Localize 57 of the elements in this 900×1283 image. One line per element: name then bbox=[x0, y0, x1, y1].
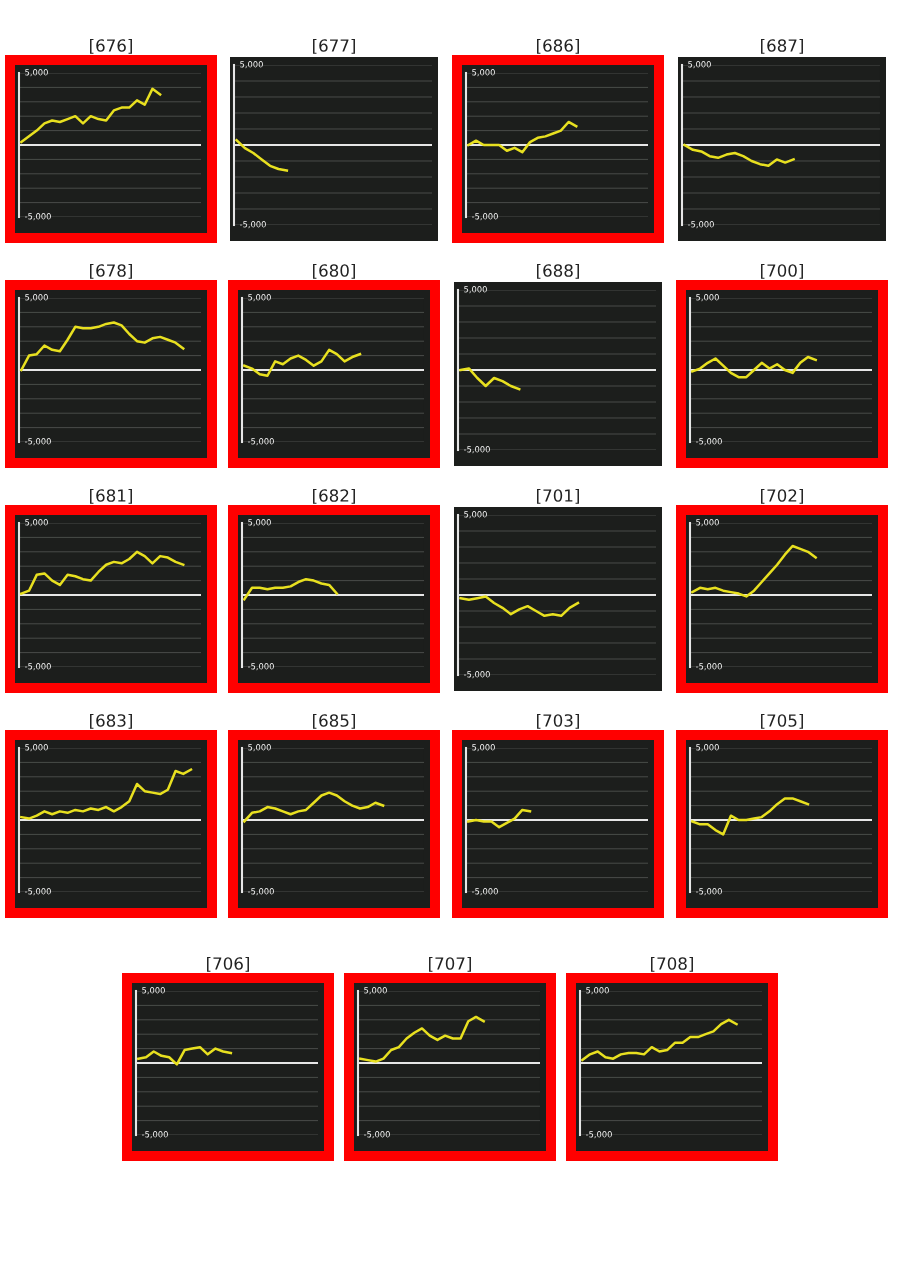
y-tick-label: -5,000 bbox=[471, 888, 498, 896]
y-tick-label: -5,000 bbox=[585, 1131, 612, 1139]
y-tick-label: -5,000 bbox=[141, 1131, 168, 1139]
chart-title: [676] bbox=[90, 38, 132, 54]
chart-title: [703] bbox=[537, 713, 579, 729]
chart-title: [701] bbox=[537, 488, 579, 504]
chart-title: [681] bbox=[90, 488, 132, 504]
y-tick-label: 5,000 bbox=[240, 61, 263, 69]
chart-title: [688] bbox=[537, 263, 579, 279]
y-tick-label: -5,000 bbox=[24, 663, 51, 671]
y-tick-label: 5,000 bbox=[696, 519, 719, 527]
y-tick-label: 5,000 bbox=[25, 744, 48, 752]
y-tick-label: 5,000 bbox=[25, 519, 48, 527]
y-tick-label: 5,000 bbox=[25, 69, 48, 77]
chart-title: [685] bbox=[313, 713, 355, 729]
chart-title: [678] bbox=[90, 263, 132, 279]
y-tick-label: 5,000 bbox=[696, 744, 719, 752]
y-tick-label: 5,000 bbox=[696, 294, 719, 302]
y-tick-label: 5,000 bbox=[142, 987, 165, 995]
y-tick-label: -5,000 bbox=[471, 213, 498, 221]
y-tick-label: 5,000 bbox=[688, 61, 711, 69]
y-tick-label: -5,000 bbox=[239, 221, 266, 229]
y-tick-label: -5,000 bbox=[463, 446, 490, 454]
y-tick-label: -5,000 bbox=[463, 671, 490, 679]
chart-title: [705] bbox=[761, 713, 803, 729]
y-tick-label: -5,000 bbox=[247, 438, 274, 446]
chart-title: [706] bbox=[207, 956, 249, 972]
chart-title: [687] bbox=[761, 38, 803, 54]
y-tick-label: -5,000 bbox=[24, 888, 51, 896]
y-tick-label: 5,000 bbox=[464, 511, 487, 519]
y-tick-label: -5,000 bbox=[695, 438, 722, 446]
y-tick-label: 5,000 bbox=[364, 987, 387, 995]
y-tick-label: 5,000 bbox=[248, 744, 271, 752]
y-tick-label: 5,000 bbox=[586, 987, 609, 995]
y-tick-label: -5,000 bbox=[695, 888, 722, 896]
chart-title: [708] bbox=[651, 956, 693, 972]
chart-title: [707] bbox=[429, 956, 471, 972]
y-tick-label: -5,000 bbox=[24, 438, 51, 446]
y-tick-label: -5,000 bbox=[247, 888, 274, 896]
y-tick-label: 5,000 bbox=[472, 69, 495, 77]
y-tick-label: -5,000 bbox=[247, 663, 274, 671]
y-tick-label: -5,000 bbox=[695, 663, 722, 671]
chart-title: [683] bbox=[90, 713, 132, 729]
chart-title: [682] bbox=[313, 488, 355, 504]
chart-title: [702] bbox=[761, 488, 803, 504]
y-tick-label: 5,000 bbox=[248, 519, 271, 527]
chart-title: [677] bbox=[313, 38, 355, 54]
y-tick-label: 5,000 bbox=[472, 744, 495, 752]
chart-title: [700] bbox=[761, 263, 803, 279]
y-tick-label: -5,000 bbox=[363, 1131, 390, 1139]
chart-title: [686] bbox=[537, 38, 579, 54]
y-tick-label: -5,000 bbox=[24, 213, 51, 221]
y-tick-label: 5,000 bbox=[464, 286, 487, 294]
chart-title: [680] bbox=[313, 263, 355, 279]
y-tick-label: 5,000 bbox=[248, 294, 271, 302]
y-tick-label: 5,000 bbox=[25, 294, 48, 302]
y-tick-label: -5,000 bbox=[687, 221, 714, 229]
